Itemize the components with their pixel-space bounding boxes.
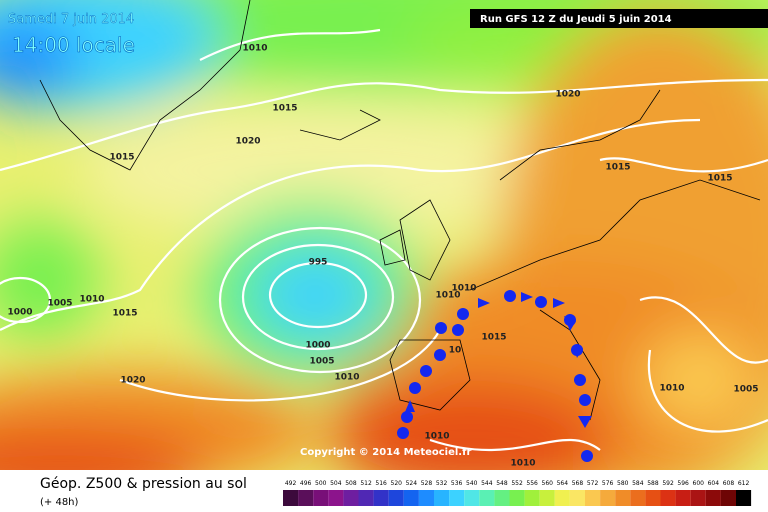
scale-label: 512 xyxy=(360,480,372,487)
scale-swatch xyxy=(388,490,404,506)
scale-swatch xyxy=(660,490,676,506)
scale-label: 504 xyxy=(330,480,342,487)
isobar-label: 1020 xyxy=(555,90,580,100)
scale-swatch xyxy=(283,490,299,506)
scale-swatch xyxy=(373,490,389,506)
scale-label: 552 xyxy=(511,480,523,487)
scale-label: 564 xyxy=(557,480,569,487)
isobar-label: 1010 xyxy=(424,432,449,442)
isobar-label: 1015 xyxy=(707,174,732,184)
scale-label: 596 xyxy=(677,480,689,487)
scale-label: 508 xyxy=(345,480,357,487)
isobar-label: 995 xyxy=(309,258,328,268)
footer-title: Géop. Z500 & pression au sol xyxy=(40,476,247,492)
scale-swatch xyxy=(600,490,616,506)
isobar-label: 1010 xyxy=(79,295,104,305)
scale-swatch xyxy=(524,490,540,506)
scale-swatch xyxy=(554,490,570,506)
scale-label: 532 xyxy=(436,480,448,487)
scale-label: 492 xyxy=(285,480,297,487)
isobar-label: 1020 xyxy=(235,137,260,147)
scale-swatch xyxy=(645,490,661,506)
scale-swatch xyxy=(539,490,555,506)
front xyxy=(397,290,593,462)
scale-label: 536 xyxy=(451,480,463,487)
scale-swatch xyxy=(434,490,450,506)
isobar-label: 1010 xyxy=(659,384,684,394)
scale-label: 572 xyxy=(587,480,599,487)
scale-swatch xyxy=(358,490,374,506)
scale-swatch xyxy=(479,490,495,506)
run-box xyxy=(470,9,768,28)
scale-label: 608 xyxy=(723,480,735,487)
scale-label: 580 xyxy=(617,480,629,487)
coastlines xyxy=(39,0,761,421)
isobar-label: 1020 xyxy=(120,376,145,386)
isobar-label: 1010 xyxy=(334,373,359,383)
scale-label: 516 xyxy=(375,480,387,487)
scale-label: 600 xyxy=(693,480,705,487)
scale-swatch xyxy=(449,490,465,506)
scale-label: 588 xyxy=(647,480,659,487)
scale-swatch xyxy=(705,490,721,506)
date: Samedi 7 juin 2014 xyxy=(8,12,134,27)
time: 14:00 locale xyxy=(12,33,135,57)
run-info: Run GFS 12 Z du Jeudi 5 juin 2014 xyxy=(480,14,672,25)
isobar-label: 1015 xyxy=(272,104,297,114)
isobar-label: 1000 xyxy=(7,308,32,318)
isobar-label: 1015 xyxy=(481,333,506,343)
isobar-label: 1000 xyxy=(305,341,330,351)
isobar-label: 1005 xyxy=(733,385,758,395)
scale-label: 592 xyxy=(662,480,674,487)
scale-swatch xyxy=(298,490,314,506)
scale-label: 524 xyxy=(406,480,418,487)
scale-label: 612 xyxy=(738,480,750,487)
scale-label: 496 xyxy=(300,480,312,487)
isobar-label: 1010 xyxy=(451,284,476,294)
scale-swatch xyxy=(630,490,646,506)
isobar-label: 10 xyxy=(449,346,462,356)
isobar-label: 1010 xyxy=(435,291,460,301)
scale-swatch xyxy=(569,490,585,506)
scale-label: 556 xyxy=(526,480,538,487)
scale-swatch xyxy=(418,490,434,506)
scale-swatch xyxy=(313,490,329,506)
scale-label: 584 xyxy=(632,480,644,487)
scale-swatch xyxy=(690,490,706,506)
scale-label: 544 xyxy=(481,480,493,487)
scale-swatch xyxy=(720,490,736,506)
copyright: Copyright © 2014 Meteociel.fr xyxy=(300,447,471,458)
scale-label: 604 xyxy=(708,480,720,487)
scale-swatch xyxy=(736,490,752,506)
scale-label: 568 xyxy=(572,480,584,487)
scale-label: 540 xyxy=(466,480,478,487)
isobar-label: 1005 xyxy=(47,299,72,309)
footer-lead: (+ 48h) xyxy=(40,497,79,508)
scale-swatch xyxy=(403,490,419,506)
scale-swatch xyxy=(509,490,525,506)
scale-label: 520 xyxy=(391,480,403,487)
isobar-label: 1010 xyxy=(242,44,267,54)
scale-label: 528 xyxy=(421,480,433,487)
scale-swatch xyxy=(464,490,480,506)
scale-swatch xyxy=(675,490,691,506)
scale-swatch xyxy=(343,490,359,506)
scale-label: 500 xyxy=(315,480,327,487)
scale-swatch xyxy=(494,490,510,506)
scale-swatch xyxy=(615,490,631,506)
scale-swatch xyxy=(328,490,344,506)
isobar-label: 1015 xyxy=(112,309,137,319)
isobar-label: 1010 xyxy=(510,459,535,469)
scale-label: 576 xyxy=(602,480,614,487)
isobar-label: 1005 xyxy=(309,357,334,367)
scale-label: 548 xyxy=(496,480,508,487)
scale-swatch xyxy=(585,490,601,506)
isobar-label: 1015 xyxy=(109,153,134,163)
isobar-label: 1015 xyxy=(605,163,630,173)
scale-label: 560 xyxy=(542,480,554,487)
isobars xyxy=(0,28,768,452)
